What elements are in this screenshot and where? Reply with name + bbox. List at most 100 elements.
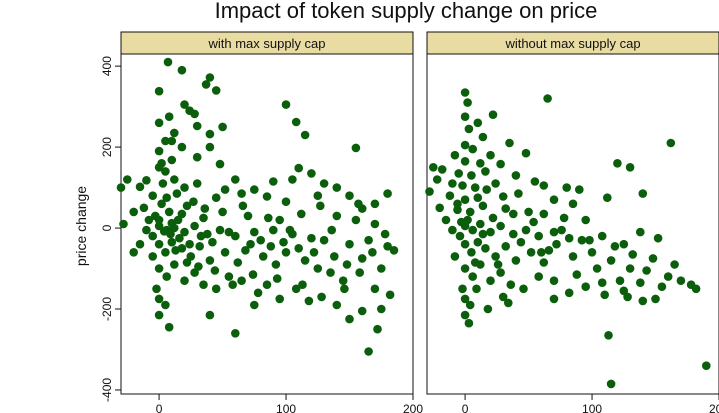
data-point (144, 215, 154, 225)
data-point (275, 215, 285, 225)
data-point (468, 144, 478, 154)
data-point (345, 314, 354, 324)
data-point (468, 225, 478, 235)
data-point (237, 276, 246, 286)
data-point (327, 225, 337, 235)
data-point (575, 185, 584, 194)
data-point (154, 221, 164, 231)
data-point (345, 239, 354, 249)
data-point (559, 213, 569, 223)
panel-frame (426, 53, 719, 395)
data-point (332, 183, 342, 192)
data-point (657, 282, 667, 292)
data-point (458, 181, 467, 190)
data-point (215, 225, 225, 235)
data-point (332, 211, 342, 221)
data-point (572, 270, 582, 279)
data-point (463, 98, 472, 107)
data-point (177, 209, 187, 219)
panel-1: with max supply cap 0 100 200 (116, 31, 423, 413)
data-point (167, 155, 177, 165)
data-point (670, 260, 679, 269)
data-point (256, 235, 266, 245)
x-tick-label: 100 (582, 402, 602, 413)
panel-2: without max supply cap 0 100 200 (425, 31, 719, 413)
data-point (478, 132, 488, 142)
data-point (557, 225, 566, 235)
y-tick-label: -400 (100, 378, 114, 402)
panel-points (116, 57, 399, 356)
data-point (636, 278, 645, 288)
x-tick-label: 200 (403, 402, 423, 413)
data-point (220, 185, 230, 194)
data-point (272, 274, 282, 283)
data-point (606, 256, 616, 265)
data-point (164, 322, 174, 332)
data-point (453, 199, 462, 209)
data-point (511, 171, 521, 180)
data-point (373, 324, 382, 334)
data-point (357, 306, 367, 316)
data-point (228, 280, 237, 290)
data-point (429, 163, 438, 172)
x-tick-label: 100 (276, 402, 296, 413)
data-point (211, 284, 221, 294)
y-tick-label: 200 (100, 137, 114, 157)
data-point (470, 183, 480, 192)
data-point (177, 142, 187, 152)
data-point (199, 213, 208, 223)
data-point (552, 239, 561, 249)
data-point (330, 252, 339, 261)
data-point (587, 248, 597, 257)
data-point (196, 231, 206, 241)
data-point (389, 246, 399, 255)
data-point (486, 227, 495, 237)
y-axis: -400 -200 0 200 400 (100, 56, 121, 402)
data-point (460, 112, 470, 121)
data-point (190, 109, 199, 119)
data-point (486, 276, 495, 286)
data-point (180, 276, 189, 286)
data-point (472, 284, 481, 294)
data-point (448, 179, 457, 188)
data-point (139, 203, 149, 213)
data-point (218, 122, 227, 132)
data-point (676, 276, 686, 286)
data-point (549, 294, 559, 304)
data-point (262, 280, 272, 290)
data-point (377, 264, 386, 273)
data-point (445, 191, 455, 200)
data-point (455, 231, 465, 241)
data-point (482, 185, 492, 194)
data-point (332, 300, 342, 310)
data-point (304, 296, 314, 306)
data-point (613, 159, 622, 168)
data-point (473, 193, 483, 202)
data-point (549, 276, 559, 286)
data-point (208, 237, 217, 247)
data-point (483, 304, 493, 314)
data-point (516, 237, 526, 247)
data-point (210, 266, 220, 275)
data-point (338, 276, 348, 286)
data-point (370, 219, 380, 229)
data-point (269, 225, 278, 235)
data-point (211, 193, 221, 202)
data-point (275, 294, 285, 304)
data-point (182, 258, 192, 267)
data-point (642, 266, 651, 275)
data-point (129, 207, 138, 217)
data-point (496, 159, 505, 169)
data-point (549, 195, 559, 204)
data-point (233, 258, 243, 267)
data-point (205, 256, 215, 265)
data-point (702, 361, 711, 371)
data-point (148, 252, 157, 261)
data-point (564, 288, 574, 298)
data-point (543, 94, 552, 103)
data-point (180, 183, 189, 192)
data-point (231, 329, 240, 338)
chart-title: Impact of token supply change on price (215, 0, 598, 23)
data-point (250, 227, 259, 237)
data-point (129, 248, 138, 257)
